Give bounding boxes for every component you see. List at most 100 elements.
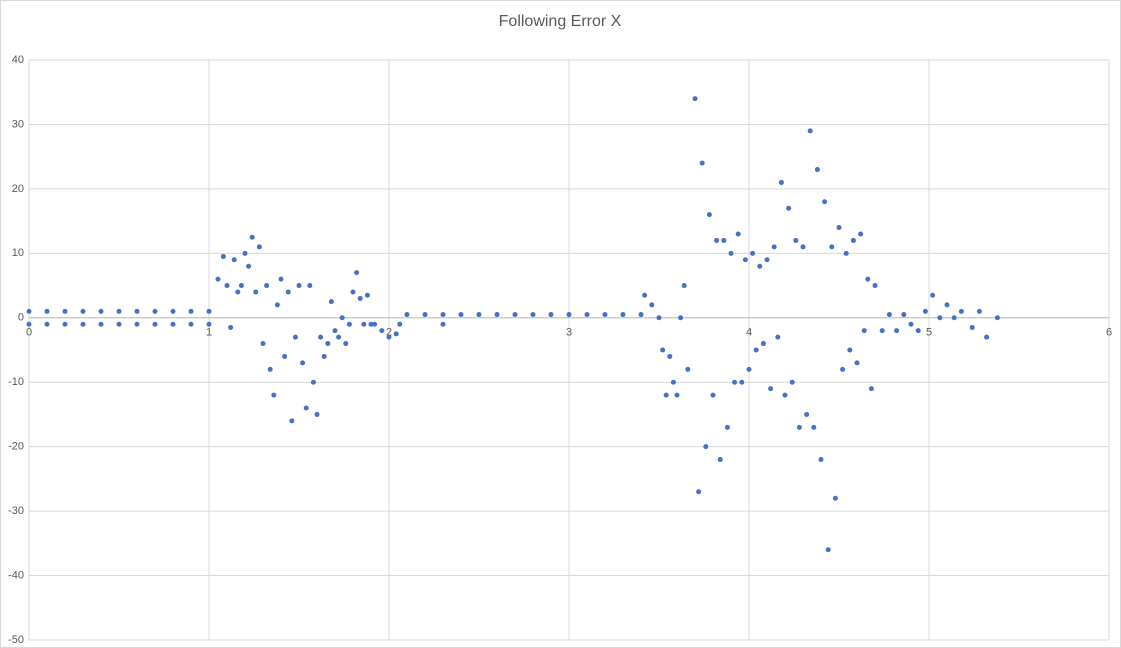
- point: [656, 315, 662, 321]
- point: [847, 347, 853, 353]
- point: [372, 321, 378, 327]
- point: [224, 283, 230, 289]
- point: [638, 312, 644, 318]
- x-tick-label: 5: [926, 327, 932, 339]
- point: [782, 392, 788, 398]
- point: [732, 379, 738, 385]
- point: [206, 308, 212, 314]
- point: [757, 263, 763, 269]
- point: [714, 237, 720, 243]
- point: [274, 302, 280, 308]
- x-tick-label: 2: [386, 327, 392, 339]
- point: [822, 199, 828, 205]
- x-tick-label: 1: [206, 327, 212, 339]
- point: [476, 312, 482, 318]
- point: [811, 424, 817, 430]
- point: [379, 328, 385, 334]
- point: [300, 360, 306, 366]
- point: [706, 212, 712, 218]
- point: [735, 231, 741, 237]
- point: [775, 334, 781, 340]
- y-tick-label: -20: [8, 441, 24, 453]
- point: [116, 321, 122, 327]
- point: [80, 308, 86, 314]
- point: [850, 237, 856, 243]
- point: [937, 315, 943, 321]
- point: [310, 379, 316, 385]
- point: [717, 457, 723, 463]
- point: [930, 292, 936, 298]
- point: [915, 328, 921, 334]
- point: [804, 411, 810, 417]
- point: [786, 205, 792, 211]
- point: [343, 341, 349, 347]
- x-tick-label: 6: [1106, 327, 1112, 339]
- point: [984, 334, 990, 340]
- point: [170, 321, 176, 327]
- point: [696, 489, 702, 495]
- point: [26, 308, 32, 314]
- y-tick-label: 30: [12, 118, 24, 130]
- point: [368, 321, 374, 327]
- point: [739, 379, 745, 385]
- point: [220, 254, 226, 260]
- point: [958, 308, 964, 314]
- y-tick-label: -10: [8, 376, 24, 388]
- point: [829, 244, 835, 250]
- point: [840, 366, 846, 372]
- point: [336, 334, 342, 340]
- point: [26, 321, 32, 327]
- point: [354, 270, 360, 276]
- point: [807, 128, 813, 134]
- point: [350, 289, 356, 295]
- point: [152, 321, 158, 327]
- point: [98, 321, 104, 327]
- point: [872, 283, 878, 289]
- point: [724, 424, 730, 430]
- point: [361, 321, 367, 327]
- point: [908, 321, 914, 327]
- point: [440, 312, 446, 318]
- point: [721, 237, 727, 243]
- point: [422, 312, 428, 318]
- point: [260, 341, 266, 347]
- point: [584, 312, 590, 318]
- point: [188, 321, 194, 327]
- point: [393, 331, 399, 337]
- point: [681, 283, 687, 289]
- point: [825, 547, 831, 553]
- point: [314, 411, 320, 417]
- point: [703, 444, 709, 450]
- point: [246, 263, 252, 269]
- point: [228, 324, 234, 330]
- point: [854, 360, 860, 366]
- point: [742, 257, 748, 263]
- point: [944, 302, 950, 308]
- point: [325, 341, 331, 347]
- point: [170, 308, 176, 314]
- point: [710, 392, 716, 398]
- point: [994, 315, 1000, 321]
- point: [235, 289, 241, 295]
- y-tick-label: -30: [8, 505, 24, 517]
- point: [814, 167, 820, 173]
- point: [660, 347, 666, 353]
- point: [289, 418, 295, 424]
- point: [332, 328, 338, 334]
- point: [303, 405, 309, 411]
- point: [746, 366, 752, 372]
- point: [750, 250, 756, 256]
- point: [649, 302, 655, 308]
- point: [602, 312, 608, 318]
- point: [512, 312, 518, 318]
- point: [44, 308, 50, 314]
- y-tick-label: 0: [18, 312, 24, 324]
- point: [116, 308, 122, 314]
- point: [296, 283, 302, 289]
- point: [264, 283, 270, 289]
- point: [771, 244, 777, 250]
- point: [249, 234, 255, 240]
- y-tick-label: 10: [12, 247, 24, 259]
- point: [440, 321, 446, 327]
